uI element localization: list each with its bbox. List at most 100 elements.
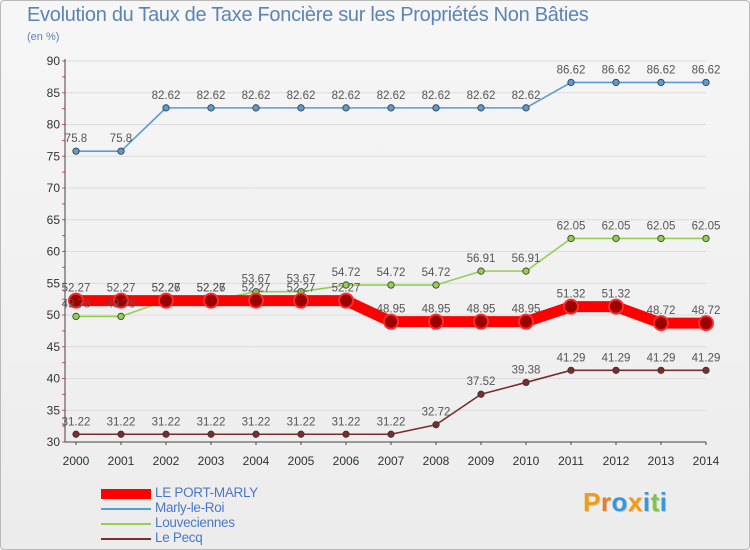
data-point — [338, 292, 354, 309]
data-point — [477, 104, 485, 112]
data-point — [117, 147, 125, 155]
data-point — [297, 104, 305, 112]
y-tick-label: 70 — [47, 181, 61, 195]
data-point — [567, 366, 575, 374]
data-point — [608, 298, 624, 315]
legend-swatch — [101, 508, 151, 510]
x-tick-label: 2004 — [243, 454, 270, 468]
data-labels-layer: 52.27 52.27 52.27 52.27 52.27 52.27 52.27 48.95… — [62, 64, 721, 428]
data-label: 54.72 — [332, 267, 361, 279]
data-label: 86.62 — [647, 64, 676, 76]
data-label: 39.38 — [512, 364, 541, 376]
data-label: 48.95 — [422, 304, 451, 316]
data-point — [387, 430, 395, 438]
y-tick-label: 55 — [47, 276, 61, 290]
data-point — [162, 104, 170, 112]
data-point — [657, 78, 665, 87]
data-point — [432, 104, 440, 112]
data-point — [518, 313, 534, 330]
data-label: 32.72 — [422, 407, 451, 419]
data-label: 41.29 — [602, 352, 631, 364]
data-label: 48.95 — [512, 304, 541, 316]
data-point — [162, 430, 170, 438]
data-point — [207, 104, 215, 112]
data-label: 52.27 — [197, 283, 226, 295]
data-label: 86.62 — [692, 64, 721, 76]
logo-letter: i — [659, 487, 668, 517]
logo-letter: r — [600, 487, 612, 517]
data-point — [563, 298, 579, 315]
data-point — [612, 234, 620, 243]
proxiti-logo: Proxiti — [583, 487, 667, 518]
x-tick-label: 2013 — [648, 454, 675, 468]
data-point — [477, 267, 485, 275]
data-label: 86.62 — [557, 64, 586, 76]
data-point — [342, 430, 350, 438]
data-label: 82.62 — [152, 90, 181, 102]
logo-letter: i — [642, 487, 651, 517]
data-point — [522, 104, 530, 112]
y-tick-label: 65 — [47, 213, 61, 227]
legend-swatch — [101, 523, 151, 525]
y-tick-label: 75 — [47, 149, 61, 163]
data-label: 31.22 — [377, 416, 406, 428]
data-label: 31.22 — [242, 416, 271, 428]
data-label: 31.22 — [107, 416, 136, 428]
data-point — [522, 378, 530, 387]
x-tick-label: 2005 — [288, 454, 315, 468]
data-label: 53.67 — [242, 274, 271, 286]
data-label: 51.32 — [557, 289, 586, 301]
data-point — [702, 78, 710, 87]
y-tick-label: 90 — [47, 54, 61, 68]
data-label: 41.29 — [557, 352, 586, 364]
data-point — [158, 292, 174, 309]
data-point — [203, 292, 219, 309]
data-label: 82.62 — [512, 90, 541, 102]
data-point — [248, 292, 264, 309]
data-label: 56.91 — [467, 253, 496, 265]
data-label: 49.78 — [107, 298, 136, 310]
x-tick-label: 2009 — [468, 454, 495, 468]
data-label: 48.95 — [467, 304, 496, 316]
data-point — [68, 292, 84, 309]
y-tick-label: 35 — [47, 403, 61, 417]
data-point — [473, 313, 489, 330]
data-label: 82.62 — [242, 90, 271, 102]
data-label: 41.29 — [647, 352, 676, 364]
data-label: 56.91 — [512, 253, 541, 265]
data-label: 52.27 — [152, 283, 181, 295]
data-label: 75.8 — [110, 133, 132, 145]
data-point — [428, 313, 444, 330]
data-label: 62.05 — [692, 220, 721, 232]
data-label: 52.27 — [242, 283, 271, 295]
data-label: 54.72 — [422, 267, 451, 279]
logo-letter: t — [650, 487, 660, 517]
data-label: 62.05 — [647, 220, 676, 232]
logo-letter: x — [627, 487, 643, 517]
data-point — [698, 315, 714, 332]
data-label: 75.8 — [65, 133, 87, 145]
legend-label: Le Pecq — [155, 530, 203, 545]
data-label: 31.22 — [152, 416, 181, 428]
data-point — [293, 292, 309, 309]
data-label: 62.05 — [602, 220, 631, 232]
y-tick-label: 50 — [47, 308, 61, 322]
data-label: 53.67 — [287, 274, 316, 286]
data-point — [432, 421, 440, 429]
data-label: 49.78 — [62, 298, 91, 310]
x-tick-label: 2001 — [108, 454, 135, 468]
logo-letter: o — [611, 487, 628, 517]
data-point — [567, 78, 575, 87]
data-point — [657, 366, 665, 374]
data-point — [383, 313, 399, 330]
data-label: 52.27 — [332, 283, 361, 295]
data-label: 62.05 — [557, 220, 586, 232]
data-point — [432, 281, 440, 289]
x-tick-label: 2008 — [423, 454, 450, 468]
data-point — [342, 104, 350, 112]
data-point — [567, 234, 575, 243]
data-label: 82.62 — [422, 90, 451, 102]
x-tick-label: 2014 — [693, 454, 720, 468]
data-label: 86.62 — [602, 64, 631, 76]
